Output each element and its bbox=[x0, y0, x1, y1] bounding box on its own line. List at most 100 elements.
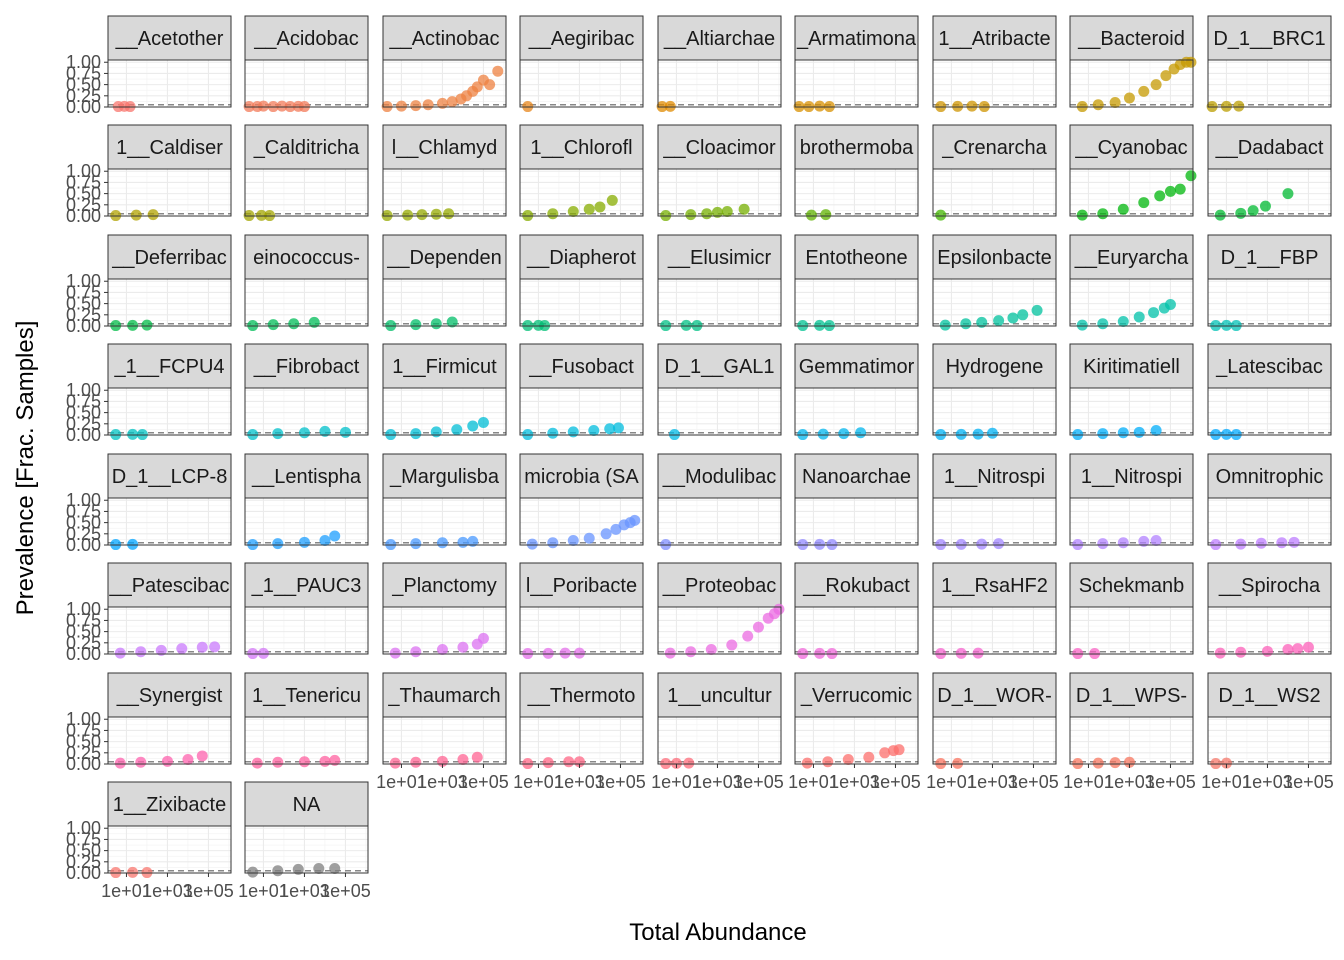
panel-border bbox=[1207, 168, 1332, 217]
data-point bbox=[742, 630, 754, 642]
panel-border bbox=[794, 606, 919, 655]
data-point bbox=[955, 647, 967, 659]
facet-panel: microbia (SA bbox=[519, 453, 644, 550]
panel-border bbox=[107, 278, 232, 327]
data-point bbox=[182, 754, 194, 766]
data-point bbox=[1288, 536, 1300, 548]
facet-panel: __Dependen bbox=[382, 234, 507, 332]
data-point bbox=[801, 757, 813, 769]
facet-strip bbox=[1207, 124, 1332, 170]
facet-strip bbox=[932, 343, 1057, 389]
data-point bbox=[1220, 757, 1232, 769]
panel-border bbox=[382, 606, 507, 655]
data-point bbox=[879, 747, 891, 759]
y-tick-label: 0.25 bbox=[66, 524, 101, 544]
facet-panel: Epsilonbacte bbox=[932, 234, 1057, 331]
data-point bbox=[752, 621, 764, 633]
facet-label: __Actinobac bbox=[388, 28, 499, 50]
facet-panel: 1__RsaHF2 bbox=[932, 562, 1057, 660]
data-point bbox=[855, 427, 867, 439]
data-point bbox=[402, 209, 414, 221]
data-point bbox=[436, 644, 448, 656]
data-point bbox=[1185, 56, 1197, 68]
facet-strip bbox=[382, 343, 507, 389]
data-point bbox=[135, 646, 147, 658]
y-tick-label: 0.75 bbox=[66, 610, 101, 630]
data-point bbox=[721, 206, 733, 218]
facet-label: 1__Chlorofl bbox=[530, 137, 632, 159]
data-point bbox=[161, 755, 173, 767]
data-point bbox=[670, 757, 682, 769]
data-point bbox=[1109, 97, 1121, 109]
facet-label: 1__Atribacte bbox=[938, 28, 1050, 50]
facet-panel: __Modulibac bbox=[657, 453, 782, 551]
facet-panel: __Patescibac bbox=[107, 562, 232, 659]
facet-panel: l__Chlamyd bbox=[381, 124, 507, 222]
y-tick-label: 0.75 bbox=[66, 501, 101, 521]
facet-panel: D_1__WOR- bbox=[932, 672, 1057, 770]
data-point bbox=[952, 757, 964, 769]
panel-border bbox=[1069, 168, 1194, 217]
facet-strip bbox=[932, 453, 1057, 499]
y-tick-label: 0.75 bbox=[66, 172, 101, 192]
facet-strip bbox=[657, 453, 782, 499]
facet-panel: __Cyanobac bbox=[1069, 124, 1197, 221]
panel-border bbox=[107, 497, 232, 546]
data-point bbox=[410, 646, 422, 658]
data-point bbox=[257, 100, 269, 112]
facet-panel: 1__Atribacte bbox=[932, 15, 1057, 113]
x-tick-label: 1e+05 bbox=[870, 772, 921, 792]
facet-label: __Acetother bbox=[115, 28, 224, 50]
panel-border bbox=[794, 168, 919, 217]
facet-panel: _Verrucomic bbox=[794, 672, 919, 769]
facet-panel: D_1__GAL1 bbox=[657, 343, 782, 441]
y-tick-label: 0.50 bbox=[66, 513, 101, 533]
facet-strip bbox=[794, 343, 919, 389]
data-point bbox=[588, 425, 600, 437]
data-point bbox=[814, 100, 826, 112]
data-point bbox=[1117, 537, 1129, 549]
facet-panel: __Fibrobact bbox=[244, 343, 369, 441]
data-point bbox=[1233, 100, 1245, 112]
x-tick-label: 1e+05 bbox=[733, 772, 784, 792]
data-point bbox=[955, 538, 967, 550]
facet-strip bbox=[1207, 234, 1332, 280]
facet-panel: _1__PAUC3 bbox=[244, 562, 369, 660]
data-point bbox=[410, 100, 422, 112]
data-point bbox=[272, 865, 284, 877]
data-point bbox=[606, 194, 618, 206]
facet-panel: _Margulisba bbox=[382, 453, 507, 551]
facet-label: __Synergist bbox=[116, 685, 223, 707]
facet-panel: __Altiarchae bbox=[656, 15, 782, 113]
facet-strip bbox=[1207, 15, 1332, 61]
data-point bbox=[339, 426, 351, 438]
data-point bbox=[395, 100, 407, 112]
panel-border bbox=[1207, 387, 1332, 436]
facet-panel: __Actinobac bbox=[381, 15, 507, 113]
facet-label: _Thaumarch bbox=[387, 685, 500, 707]
data-point bbox=[267, 319, 279, 331]
facet-panel: __Deferribac bbox=[107, 234, 232, 332]
facet-label: einococcus- bbox=[253, 247, 360, 269]
facet-panels: __Acetother __Acidobac __Actinobac __Aegiri… bbox=[107, 15, 1332, 879]
facet-label: microbia (SA bbox=[524, 466, 639, 488]
facet-panel: _Armatimona bbox=[793, 15, 919, 113]
facet-strip bbox=[382, 672, 507, 718]
x-tick-label: 1e+05 bbox=[183, 881, 234, 901]
facet-label: D_1__BRC1 bbox=[1213, 28, 1325, 50]
data-point bbox=[127, 428, 139, 440]
data-point bbox=[567, 535, 579, 547]
facet-label: 1__Caldiser bbox=[116, 137, 223, 159]
data-point bbox=[701, 208, 713, 220]
panel-border bbox=[932, 716, 1057, 765]
data-point bbox=[1076, 319, 1088, 331]
panel-border bbox=[1069, 59, 1194, 108]
facet-label: __Diapherot bbox=[526, 247, 636, 269]
y-tick-label: 0.75 bbox=[66, 282, 101, 302]
facet-label: 1__Nitrospi bbox=[944, 466, 1045, 488]
data-point bbox=[547, 427, 559, 439]
panel-border bbox=[107, 825, 232, 874]
panel-border bbox=[657, 278, 782, 327]
data-point bbox=[114, 647, 126, 659]
x-tick-label: 1e+03 bbox=[1242, 772, 1293, 792]
